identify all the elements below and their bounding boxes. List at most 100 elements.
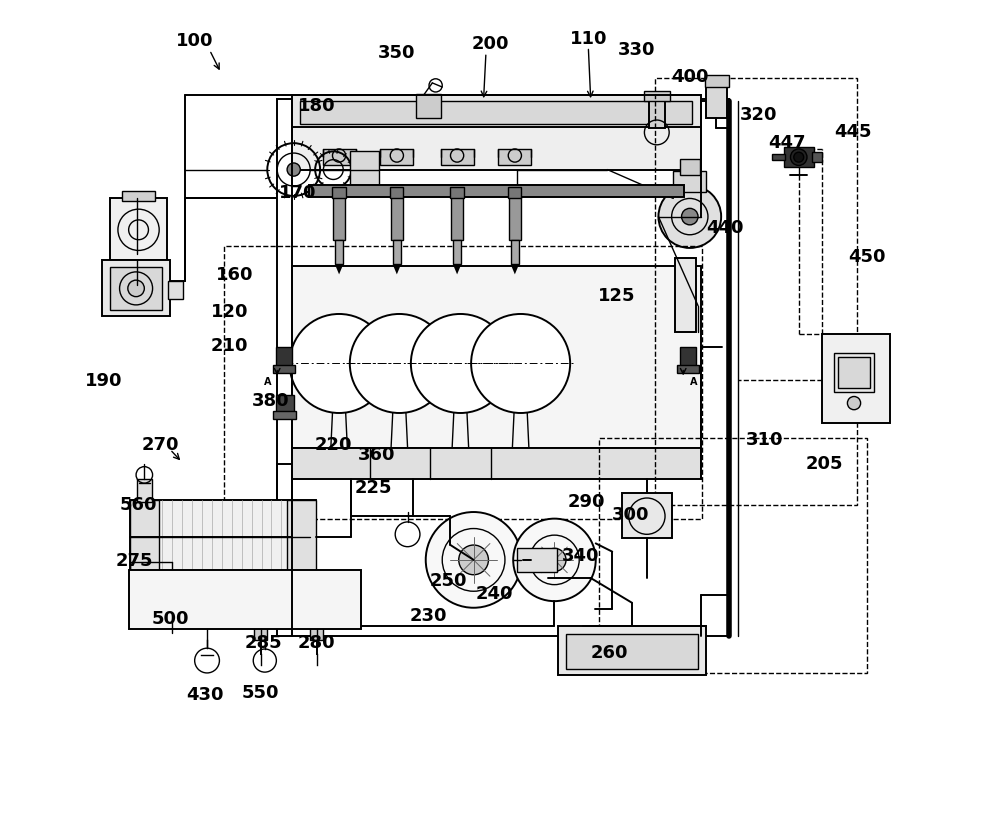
Bar bbox=[276, 395, 294, 414]
Bar bbox=[622, 494, 672, 538]
Text: 447: 447 bbox=[768, 134, 806, 152]
Text: 550: 550 bbox=[242, 683, 279, 701]
Text: 450: 450 bbox=[848, 248, 886, 266]
Bar bbox=[680, 347, 696, 368]
Text: 445: 445 bbox=[834, 122, 872, 141]
Circle shape bbox=[411, 314, 510, 414]
Bar bbox=[310, 627, 323, 640]
Circle shape bbox=[513, 519, 596, 601]
Bar bbox=[558, 626, 706, 676]
Bar bbox=[391, 198, 403, 241]
Bar bbox=[333, 198, 345, 241]
Bar bbox=[110, 268, 162, 310]
Text: 100: 100 bbox=[176, 32, 213, 50]
Circle shape bbox=[128, 281, 144, 297]
Bar bbox=[323, 150, 356, 166]
Bar bbox=[772, 155, 785, 161]
Bar bbox=[655, 79, 857, 506]
Bar bbox=[292, 267, 701, 448]
Circle shape bbox=[471, 314, 570, 414]
Bar bbox=[224, 247, 702, 519]
Bar bbox=[335, 241, 343, 265]
Bar bbox=[812, 153, 822, 163]
Text: A: A bbox=[264, 376, 271, 387]
Text: 330: 330 bbox=[617, 41, 655, 59]
Text: 300: 300 bbox=[612, 505, 649, 523]
Text: 275: 275 bbox=[116, 552, 153, 569]
Bar bbox=[309, 186, 684, 198]
Bar bbox=[273, 411, 296, 419]
Circle shape bbox=[543, 548, 566, 571]
Text: 285: 285 bbox=[244, 633, 282, 652]
Text: 190: 190 bbox=[85, 371, 123, 390]
Bar bbox=[498, 150, 531, 166]
Bar bbox=[834, 353, 874, 393]
Bar bbox=[450, 188, 464, 199]
Circle shape bbox=[459, 545, 488, 575]
Bar bbox=[273, 366, 295, 374]
Circle shape bbox=[287, 164, 300, 177]
Bar bbox=[137, 480, 152, 503]
Text: 180: 180 bbox=[298, 97, 336, 115]
Text: 400: 400 bbox=[671, 68, 709, 86]
Bar bbox=[129, 570, 361, 629]
Bar bbox=[451, 198, 463, 241]
Bar bbox=[680, 160, 700, 176]
Bar bbox=[517, 547, 557, 572]
Bar bbox=[822, 334, 890, 423]
Text: 170: 170 bbox=[279, 184, 317, 202]
Text: 125: 125 bbox=[598, 287, 635, 304]
Text: 350: 350 bbox=[378, 44, 416, 61]
Circle shape bbox=[350, 314, 449, 414]
Text: 250: 250 bbox=[430, 571, 468, 589]
Text: 220: 220 bbox=[315, 436, 352, 454]
Bar bbox=[677, 366, 699, 374]
Bar bbox=[300, 102, 692, 125]
Text: 120: 120 bbox=[211, 304, 248, 321]
Text: 320: 320 bbox=[740, 106, 777, 124]
Circle shape bbox=[794, 153, 804, 163]
Bar bbox=[453, 241, 461, 265]
Polygon shape bbox=[335, 265, 343, 275]
Text: 340: 340 bbox=[562, 547, 600, 564]
Text: 270: 270 bbox=[141, 436, 179, 454]
Bar bbox=[350, 152, 379, 189]
Text: 310: 310 bbox=[745, 431, 783, 449]
Bar bbox=[673, 172, 706, 193]
Bar bbox=[292, 96, 701, 129]
Polygon shape bbox=[393, 265, 401, 275]
Bar bbox=[599, 438, 867, 673]
Bar bbox=[332, 188, 346, 199]
Text: 200: 200 bbox=[471, 36, 509, 53]
Bar bbox=[122, 192, 155, 202]
Bar bbox=[508, 188, 521, 199]
Bar bbox=[292, 448, 701, 480]
Bar bbox=[393, 241, 401, 265]
Text: 280: 280 bbox=[298, 633, 336, 652]
Bar bbox=[254, 627, 267, 640]
Text: 205: 205 bbox=[806, 454, 843, 472]
Bar bbox=[644, 92, 670, 102]
Bar bbox=[155, 571, 188, 621]
Circle shape bbox=[290, 314, 389, 414]
Text: 380: 380 bbox=[252, 391, 289, 409]
Bar bbox=[159, 580, 184, 613]
Polygon shape bbox=[453, 265, 461, 275]
Text: 500: 500 bbox=[151, 609, 189, 627]
Text: A: A bbox=[690, 376, 698, 387]
Bar bbox=[706, 84, 727, 118]
Text: 110: 110 bbox=[570, 30, 607, 47]
Bar bbox=[287, 500, 316, 572]
Bar bbox=[649, 96, 665, 129]
Bar bbox=[675, 259, 696, 332]
Bar bbox=[102, 261, 170, 316]
Bar bbox=[380, 150, 413, 166]
Bar bbox=[168, 282, 183, 299]
Bar bbox=[277, 100, 729, 636]
Bar bbox=[416, 95, 441, 118]
Text: 430: 430 bbox=[187, 685, 224, 703]
Bar bbox=[838, 357, 870, 389]
Text: 560: 560 bbox=[120, 495, 157, 514]
Bar bbox=[705, 75, 729, 88]
Text: 240: 240 bbox=[475, 584, 513, 602]
